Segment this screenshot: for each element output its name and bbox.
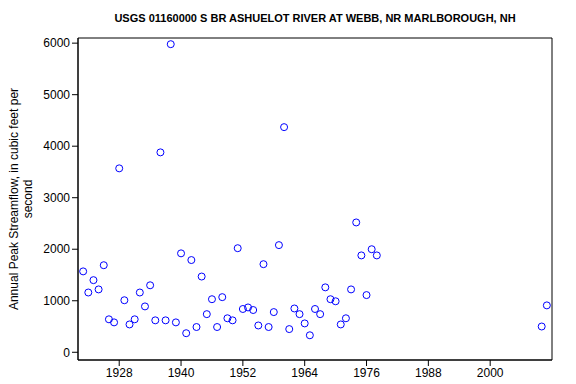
svg-text:2000: 2000	[43, 242, 70, 256]
svg-text:4000: 4000	[43, 139, 70, 153]
svg-text:2000: 2000	[477, 366, 504, 380]
svg-text:3000: 3000	[43, 191, 70, 205]
svg-text:1976: 1976	[353, 366, 380, 380]
svg-text:1928: 1928	[106, 366, 133, 380]
svg-text:6000: 6000	[43, 36, 70, 50]
svg-text:5000: 5000	[43, 88, 70, 102]
svg-text:1940: 1940	[168, 366, 195, 380]
svg-text:0: 0	[63, 346, 70, 360]
svg-text:1952: 1952	[230, 366, 257, 380]
svg-text:1000: 1000	[43, 294, 70, 308]
html-text:USGS 01160000 S BR ASHUELOT RI: USGS 01160000 S BR ASHUELOT RIVER AT WEB…	[114, 12, 516, 24]
svg-text:1964: 1964	[291, 366, 318, 380]
svg-text:Annual Peak Streamflow, in cub: Annual Peak Streamflow, in cubic feet pe…	[8, 88, 35, 310]
svg-text:1988: 1988	[415, 366, 442, 380]
